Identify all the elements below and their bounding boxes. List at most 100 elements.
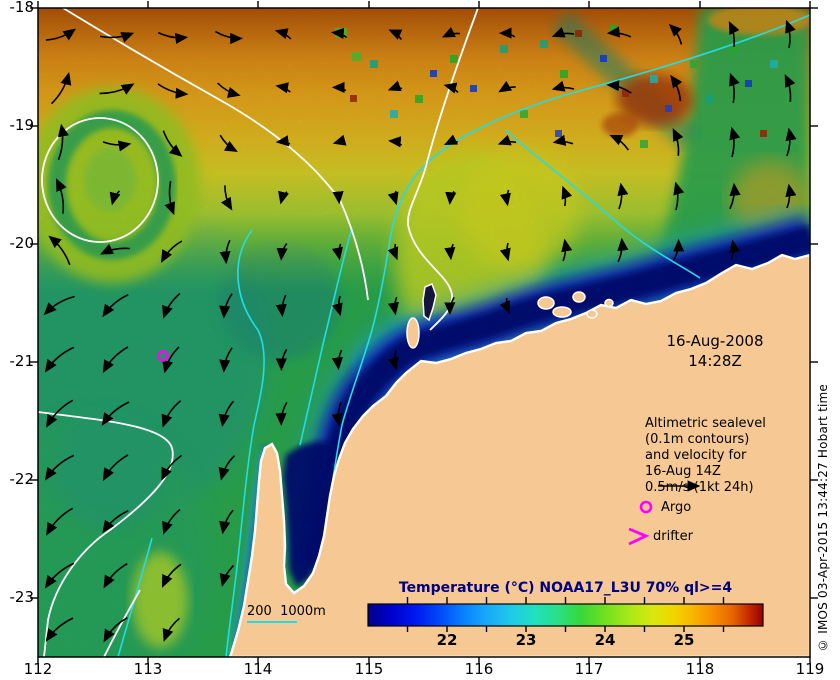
land [228,253,810,657]
drifter-legend-icon [628,527,650,546]
colorbar-tick-label: 24 [594,631,616,649]
velocity-vector [162,130,183,157]
velocity-vector [670,74,683,102]
velocity-vector [100,243,130,255]
colorbar-tick-label: 25 [673,631,695,649]
velocity-vector [219,564,235,587]
velocity-vector [387,243,399,261]
velocity-vector [275,82,291,94]
island [422,282,437,322]
velocity-vector [48,235,71,266]
velocity-vector [331,349,343,371]
island [572,291,586,303]
velocity-vector [617,182,629,210]
lon-tick-label: 119 [795,660,825,678]
coastline [228,253,810,657]
velocity-vector [672,128,684,156]
velocity-vector [43,295,75,316]
velocity-vector [55,178,67,214]
velocity-vector [109,190,121,206]
velocity-vector [672,238,685,262]
credit-text: © IMOS 03-Apr-2015 13:44:27 Hobart time [816,383,830,652]
argo-legend-icon [639,500,653,514]
velocity-vector [617,237,629,263]
velocity-vector [101,401,130,426]
velocity-vector [673,181,685,211]
velocity-vector [50,71,72,105]
velocity-vector [388,29,403,40]
velocity-vector [102,346,129,374]
velocity-vector [785,183,797,209]
velocity-vector [57,123,69,161]
island [604,298,614,308]
velocity-vector [331,295,343,317]
velocity-vector [218,400,235,428]
velocity-vector [220,185,233,211]
argo-marker [157,350,169,362]
velocity-vector [551,26,575,38]
argo-legend-label: Argo [661,500,692,515]
velocity-vector [499,298,511,315]
velocity-vector [331,401,343,427]
velocity-vector [275,401,288,426]
velocity-vector [729,126,741,158]
velocity-vector [561,185,573,207]
lat-tick-label: -21 [9,352,35,370]
velocity-vector [443,82,459,94]
lat-tick-label: -19 [9,116,35,134]
velocity-vector [729,72,740,104]
lon-tick-label: 118 [685,660,715,678]
velocity-vector [162,292,181,319]
velocity-vector [332,191,344,205]
velocity-vector [606,80,632,94]
velocity-vector [499,242,511,262]
lon-tick-label: 113 [133,660,163,678]
velocity-vector [102,509,129,534]
velocity-vector [387,296,399,316]
velocity-vector [157,31,189,45]
velocity-vector [102,293,129,318]
velocity-vector [445,190,457,205]
date-label: 16-Aug-2008 [666,332,764,350]
velocity-vector [387,190,399,206]
drifter-legend-label: drifter [653,529,693,544]
lon-tick-label: 117 [574,660,604,678]
velocity-vector [332,134,347,146]
lat-tick-label: -23 [9,588,35,606]
island [552,306,572,318]
lon-tick-label: 115 [354,660,384,678]
velocity-vector [99,83,135,95]
axis-ticks [30,1,818,664]
velocity-vector [160,240,183,263]
velocity-vector [387,80,403,92]
island [586,309,598,319]
colorbar-tick-label: 23 [515,631,537,649]
velocity-vector [214,30,243,45]
velocity-vector [161,454,183,481]
velocity-vector [552,134,574,146]
velocity-vector [164,180,175,216]
velocity-vector [441,26,460,38]
velocity-vector [331,81,347,94]
velocity-vector [551,80,575,92]
velocity-vector [44,346,75,373]
velocity-vector [275,135,291,147]
colorbar [367,597,764,632]
velocity-vector [45,28,77,41]
altimetric-note: Altimetric sealevel (0.1m contours) and … [645,416,766,495]
velocity-vector [784,74,796,102]
velocity-vector [278,190,289,205]
velocity-vector [609,134,630,151]
velocity-vector [219,239,231,265]
island [537,296,555,310]
lat-tick-label: -20 [9,234,35,252]
velocity-vector [443,134,458,146]
velocity-vector [219,509,234,535]
lon-tick-label: 112 [23,660,53,678]
velocity-vector [103,563,128,589]
velocity-vector [275,348,288,372]
depth-contours [117,14,810,657]
depth-legend-label: 200 1000m [247,604,326,619]
